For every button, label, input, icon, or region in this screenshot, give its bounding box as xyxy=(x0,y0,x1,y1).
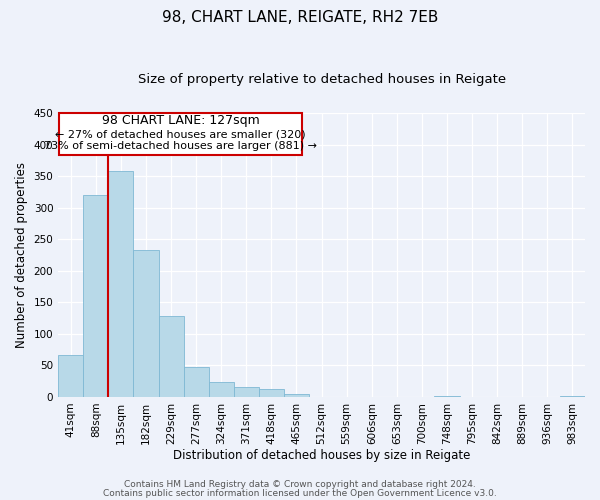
Title: Size of property relative to detached houses in Reigate: Size of property relative to detached ho… xyxy=(137,72,506,86)
Text: Contains HM Land Registry data © Crown copyright and database right 2024.: Contains HM Land Registry data © Crown c… xyxy=(124,480,476,489)
Text: 98, CHART LANE, REIGATE, RH2 7EB: 98, CHART LANE, REIGATE, RH2 7EB xyxy=(162,10,438,25)
Bar xyxy=(158,316,184,397)
Text: 98 CHART LANE: 127sqm: 98 CHART LANE: 127sqm xyxy=(101,114,259,127)
Text: ← 27% of detached houses are smaller (320): ← 27% of detached houses are smaller (32… xyxy=(55,129,306,139)
Bar xyxy=(259,389,284,397)
Bar xyxy=(184,368,209,397)
Bar xyxy=(209,382,234,397)
Y-axis label: Number of detached properties: Number of detached properties xyxy=(15,162,28,348)
Text: 73% of semi-detached houses are larger (881) →: 73% of semi-detached houses are larger (… xyxy=(44,141,317,151)
Bar xyxy=(58,354,83,397)
Bar xyxy=(83,195,109,397)
Bar xyxy=(560,396,585,397)
FancyBboxPatch shape xyxy=(59,113,302,156)
Bar xyxy=(234,387,259,397)
Bar xyxy=(284,394,309,397)
Bar xyxy=(133,250,158,397)
Text: Contains public sector information licensed under the Open Government Licence v3: Contains public sector information licen… xyxy=(103,490,497,498)
Bar xyxy=(434,396,460,397)
Bar xyxy=(109,171,133,397)
X-axis label: Distribution of detached houses by size in Reigate: Distribution of detached houses by size … xyxy=(173,450,470,462)
